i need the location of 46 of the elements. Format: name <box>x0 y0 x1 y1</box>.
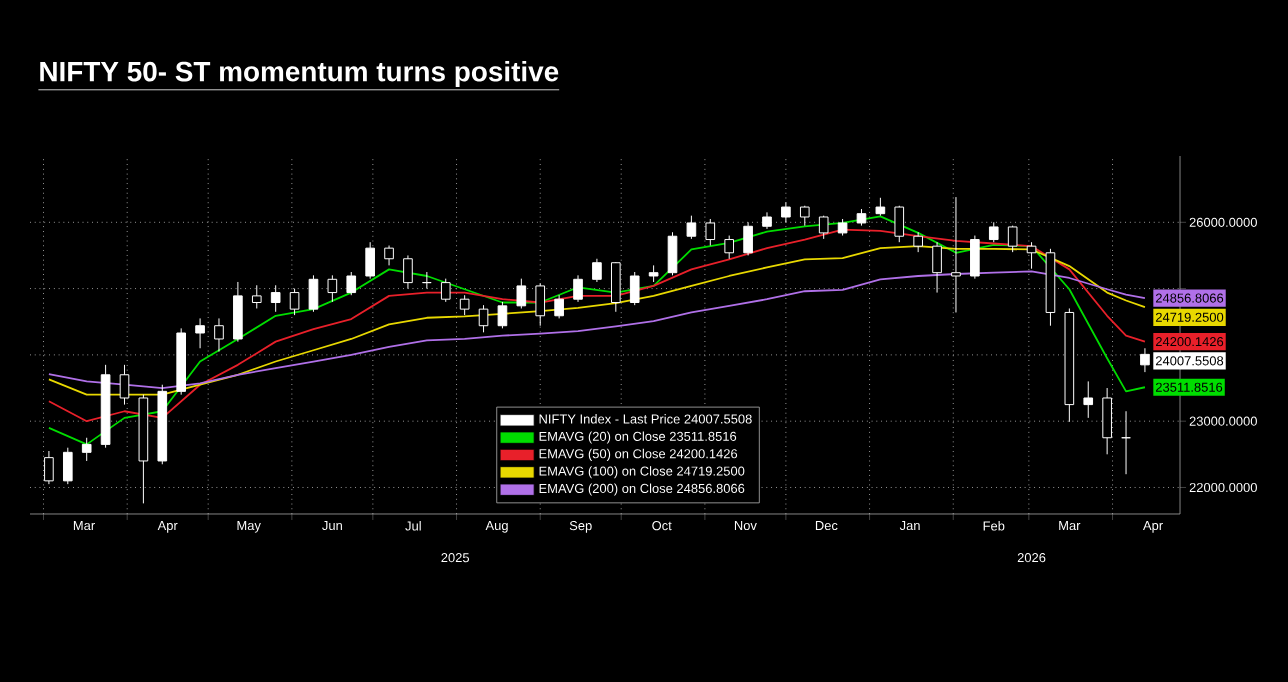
candlestick <box>176 327 186 396</box>
candlestick <box>762 211 772 230</box>
candlestick <box>384 245 394 266</box>
candlestick <box>1007 226 1018 253</box>
candlestick <box>856 208 867 227</box>
candlestick <box>138 394 149 504</box>
candlestick <box>610 262 621 313</box>
candlestick <box>932 241 942 294</box>
candlestick <box>233 281 243 343</box>
candlestick <box>648 264 659 283</box>
candlestick <box>592 258 602 283</box>
candlestick <box>1102 387 1112 455</box>
candlestick <box>327 274 338 303</box>
candlestick <box>440 278 451 303</box>
candlestick <box>44 450 54 485</box>
candlestick <box>724 235 735 260</box>
candlestick <box>894 206 905 243</box>
candlestick <box>1026 241 1037 270</box>
candlestick <box>743 221 753 256</box>
candlestick <box>403 254 413 290</box>
candlestick <box>970 235 980 280</box>
candlestick <box>214 317 224 353</box>
candlestick <box>1083 380 1094 419</box>
candlestick <box>573 274 583 303</box>
candlestick <box>1064 307 1075 423</box>
candlestick <box>289 288 300 316</box>
candlestick <box>875 197 886 217</box>
candlestick <box>554 294 564 319</box>
candlestick <box>195 317 205 349</box>
candlestick <box>459 294 470 316</box>
candlestick <box>781 201 791 223</box>
candlestick <box>100 364 111 449</box>
candlestick <box>705 218 716 246</box>
candlestick <box>818 216 829 240</box>
candlestick <box>686 215 697 240</box>
candlestick <box>308 274 319 313</box>
candlestick <box>799 206 810 227</box>
candlestick <box>365 241 375 280</box>
candlestick <box>535 282 546 327</box>
candlestick <box>1045 248 1056 327</box>
candlestick <box>951 196 961 313</box>
candlestick <box>913 231 923 253</box>
line-series <box>48 228 1146 423</box>
candlestick <box>837 218 848 237</box>
chart-title: NIFTY 50- ST momentum turns positive <box>40 61 559 87</box>
candlestick <box>270 284 281 313</box>
